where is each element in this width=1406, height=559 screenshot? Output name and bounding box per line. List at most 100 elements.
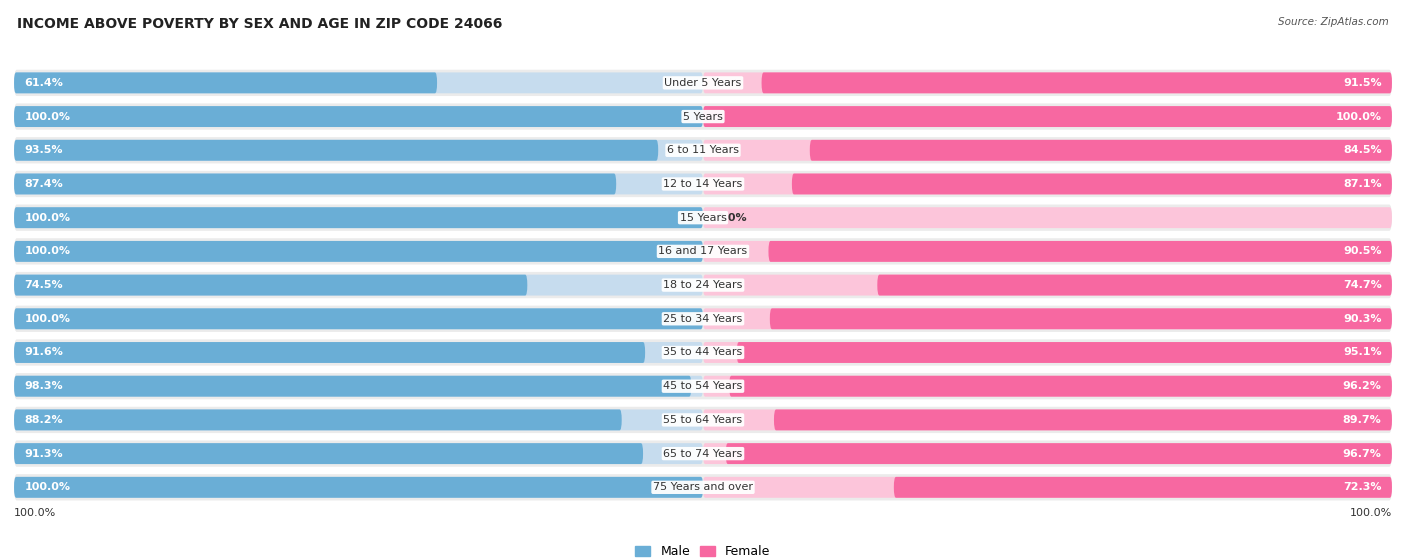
- FancyBboxPatch shape: [703, 443, 1392, 464]
- FancyBboxPatch shape: [14, 207, 703, 228]
- FancyBboxPatch shape: [14, 443, 703, 464]
- Text: 87.1%: 87.1%: [1343, 179, 1382, 189]
- Text: 96.7%: 96.7%: [1343, 449, 1382, 458]
- Text: 25 to 34 Years: 25 to 34 Years: [664, 314, 742, 324]
- Text: 18 to 24 Years: 18 to 24 Years: [664, 280, 742, 290]
- FancyBboxPatch shape: [737, 342, 1392, 363]
- FancyBboxPatch shape: [725, 443, 1392, 464]
- FancyBboxPatch shape: [14, 70, 1392, 96]
- FancyBboxPatch shape: [14, 443, 643, 464]
- Text: 65 to 74 Years: 65 to 74 Years: [664, 449, 742, 458]
- Text: 75 Years and over: 75 Years and over: [652, 482, 754, 492]
- FancyBboxPatch shape: [14, 106, 703, 127]
- Text: 90.5%: 90.5%: [1343, 247, 1382, 257]
- FancyBboxPatch shape: [14, 73, 703, 93]
- Text: 93.5%: 93.5%: [24, 145, 63, 155]
- Text: 87.4%: 87.4%: [24, 179, 63, 189]
- FancyBboxPatch shape: [703, 106, 1392, 127]
- FancyBboxPatch shape: [877, 274, 1392, 296]
- FancyBboxPatch shape: [703, 376, 1392, 397]
- Text: 100.0%: 100.0%: [24, 112, 70, 121]
- FancyBboxPatch shape: [14, 373, 1392, 399]
- Text: 91.6%: 91.6%: [24, 348, 63, 358]
- FancyBboxPatch shape: [769, 241, 1392, 262]
- FancyBboxPatch shape: [770, 309, 1392, 329]
- FancyBboxPatch shape: [14, 440, 1392, 467]
- FancyBboxPatch shape: [703, 342, 1392, 363]
- Text: 100.0%: 100.0%: [24, 212, 70, 222]
- FancyBboxPatch shape: [14, 103, 1392, 130]
- FancyBboxPatch shape: [703, 409, 1392, 430]
- Text: 90.3%: 90.3%: [1343, 314, 1382, 324]
- FancyBboxPatch shape: [14, 173, 703, 195]
- FancyBboxPatch shape: [762, 73, 1392, 93]
- Text: 91.3%: 91.3%: [24, 449, 63, 458]
- Text: 100.0%: 100.0%: [24, 247, 70, 257]
- FancyBboxPatch shape: [773, 409, 1392, 430]
- FancyBboxPatch shape: [14, 339, 1392, 366]
- Text: 5 Years: 5 Years: [683, 112, 723, 121]
- FancyBboxPatch shape: [14, 140, 658, 161]
- FancyBboxPatch shape: [792, 173, 1392, 195]
- FancyBboxPatch shape: [14, 241, 703, 262]
- FancyBboxPatch shape: [730, 376, 1392, 397]
- FancyBboxPatch shape: [14, 376, 703, 397]
- Text: 74.5%: 74.5%: [24, 280, 63, 290]
- FancyBboxPatch shape: [703, 309, 1392, 329]
- FancyBboxPatch shape: [894, 477, 1392, 498]
- Text: 0.0%: 0.0%: [717, 212, 748, 222]
- Text: Source: ZipAtlas.com: Source: ZipAtlas.com: [1278, 17, 1389, 27]
- Text: 100.0%: 100.0%: [24, 482, 70, 492]
- FancyBboxPatch shape: [14, 274, 703, 296]
- FancyBboxPatch shape: [14, 409, 703, 430]
- Text: 55 to 64 Years: 55 to 64 Years: [664, 415, 742, 425]
- Text: 45 to 54 Years: 45 to 54 Years: [664, 381, 742, 391]
- Text: 35 to 44 Years: 35 to 44 Years: [664, 348, 742, 358]
- Text: 98.3%: 98.3%: [24, 381, 63, 391]
- FancyBboxPatch shape: [14, 173, 616, 195]
- FancyBboxPatch shape: [703, 207, 1392, 228]
- FancyBboxPatch shape: [703, 274, 1392, 296]
- FancyBboxPatch shape: [14, 306, 1392, 332]
- Text: 91.5%: 91.5%: [1343, 78, 1382, 88]
- Text: INCOME ABOVE POVERTY BY SEX AND AGE IN ZIP CODE 24066: INCOME ABOVE POVERTY BY SEX AND AGE IN Z…: [17, 17, 502, 31]
- Text: 100.0%: 100.0%: [24, 314, 70, 324]
- FancyBboxPatch shape: [14, 106, 703, 127]
- Text: 72.3%: 72.3%: [1343, 482, 1382, 492]
- Text: 74.7%: 74.7%: [1343, 280, 1382, 290]
- FancyBboxPatch shape: [14, 309, 703, 329]
- Text: 16 and 17 Years: 16 and 17 Years: [658, 247, 748, 257]
- Text: 12 to 14 Years: 12 to 14 Years: [664, 179, 742, 189]
- FancyBboxPatch shape: [703, 140, 1392, 161]
- FancyBboxPatch shape: [14, 342, 645, 363]
- FancyBboxPatch shape: [14, 309, 703, 329]
- FancyBboxPatch shape: [703, 106, 1392, 127]
- FancyBboxPatch shape: [14, 205, 1392, 231]
- FancyBboxPatch shape: [14, 409, 621, 430]
- FancyBboxPatch shape: [810, 140, 1392, 161]
- FancyBboxPatch shape: [14, 477, 703, 498]
- Text: Under 5 Years: Under 5 Years: [665, 78, 741, 88]
- FancyBboxPatch shape: [14, 477, 703, 498]
- Text: 95.1%: 95.1%: [1343, 348, 1382, 358]
- Text: 100.0%: 100.0%: [14, 508, 56, 518]
- FancyBboxPatch shape: [14, 140, 703, 161]
- FancyBboxPatch shape: [703, 241, 1392, 262]
- Text: 15 Years: 15 Years: [679, 212, 727, 222]
- FancyBboxPatch shape: [703, 173, 1392, 195]
- FancyBboxPatch shape: [14, 241, 703, 262]
- FancyBboxPatch shape: [14, 207, 703, 228]
- FancyBboxPatch shape: [703, 477, 1392, 498]
- FancyBboxPatch shape: [14, 137, 1392, 163]
- FancyBboxPatch shape: [703, 73, 1392, 93]
- FancyBboxPatch shape: [14, 274, 527, 296]
- FancyBboxPatch shape: [14, 73, 437, 93]
- Text: 61.4%: 61.4%: [24, 78, 63, 88]
- Text: 84.5%: 84.5%: [1343, 145, 1382, 155]
- Legend: Male, Female: Male, Female: [630, 540, 776, 559]
- Text: 96.2%: 96.2%: [1343, 381, 1382, 391]
- Text: 89.7%: 89.7%: [1343, 415, 1382, 425]
- FancyBboxPatch shape: [14, 376, 692, 397]
- FancyBboxPatch shape: [14, 474, 1392, 500]
- FancyBboxPatch shape: [14, 238, 1392, 264]
